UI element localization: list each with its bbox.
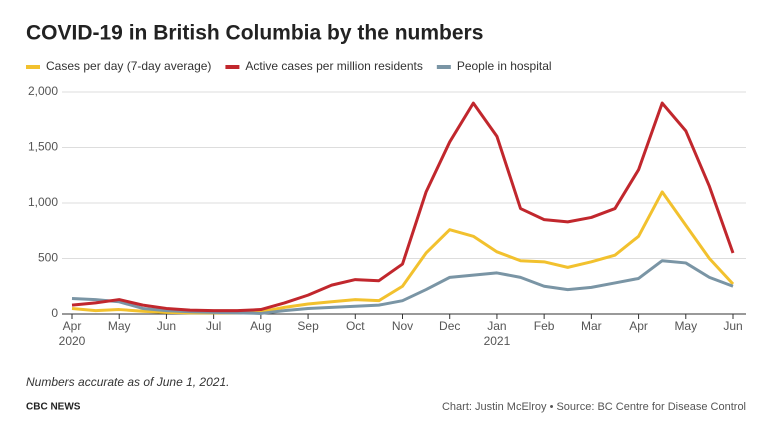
y-tick-label: 0	[51, 306, 58, 320]
legend-label: Cases per day (7-day average)	[46, 59, 211, 73]
series-line	[71, 190, 735, 315]
source-left: CBC NEWS	[26, 402, 81, 413]
y-tick-label: 500	[38, 251, 58, 265]
x-tick-label: Oct	[346, 319, 365, 333]
x-tick-label: May	[674, 319, 697, 333]
x-tick-label: Apr	[63, 319, 82, 333]
x-tick-label: Mar	[581, 319, 602, 333]
legend-label: People in hospital	[457, 59, 552, 73]
y-tick-label: 1,500	[28, 140, 58, 154]
x-tick-label: Sep	[297, 319, 319, 333]
x-tick-label: Apr	[629, 319, 648, 333]
x-tick-label: Jun	[157, 319, 176, 333]
x-year-label: 2021	[484, 334, 511, 348]
x-tick-label: Nov	[392, 319, 413, 333]
x-tick-label: Jun	[723, 319, 742, 333]
x-tick-label: Jul	[206, 319, 221, 333]
x-tick-label: Jan	[487, 319, 506, 333]
source-right: Chart: Justin McElroy • Source: BC Centr…	[442, 401, 746, 413]
x-year-label: 2020	[59, 334, 86, 348]
legend-label: Active cases per million residents	[245, 59, 422, 73]
note: Numbers accurate as of June 1, 2021.	[26, 375, 229, 389]
x-tick-label: Dec	[439, 319, 460, 333]
x-tick-label: May	[108, 319, 131, 333]
series-line	[71, 101, 735, 313]
y-tick-label: 2,000	[28, 84, 58, 98]
y-tick-label: 1,000	[28, 195, 58, 209]
x-tick-label: Feb	[534, 319, 555, 333]
chart-title: COVID-19 in British Columbia by the numb…	[26, 22, 483, 45]
x-tick-label: Aug	[250, 319, 271, 333]
series-line	[71, 259, 734, 315]
